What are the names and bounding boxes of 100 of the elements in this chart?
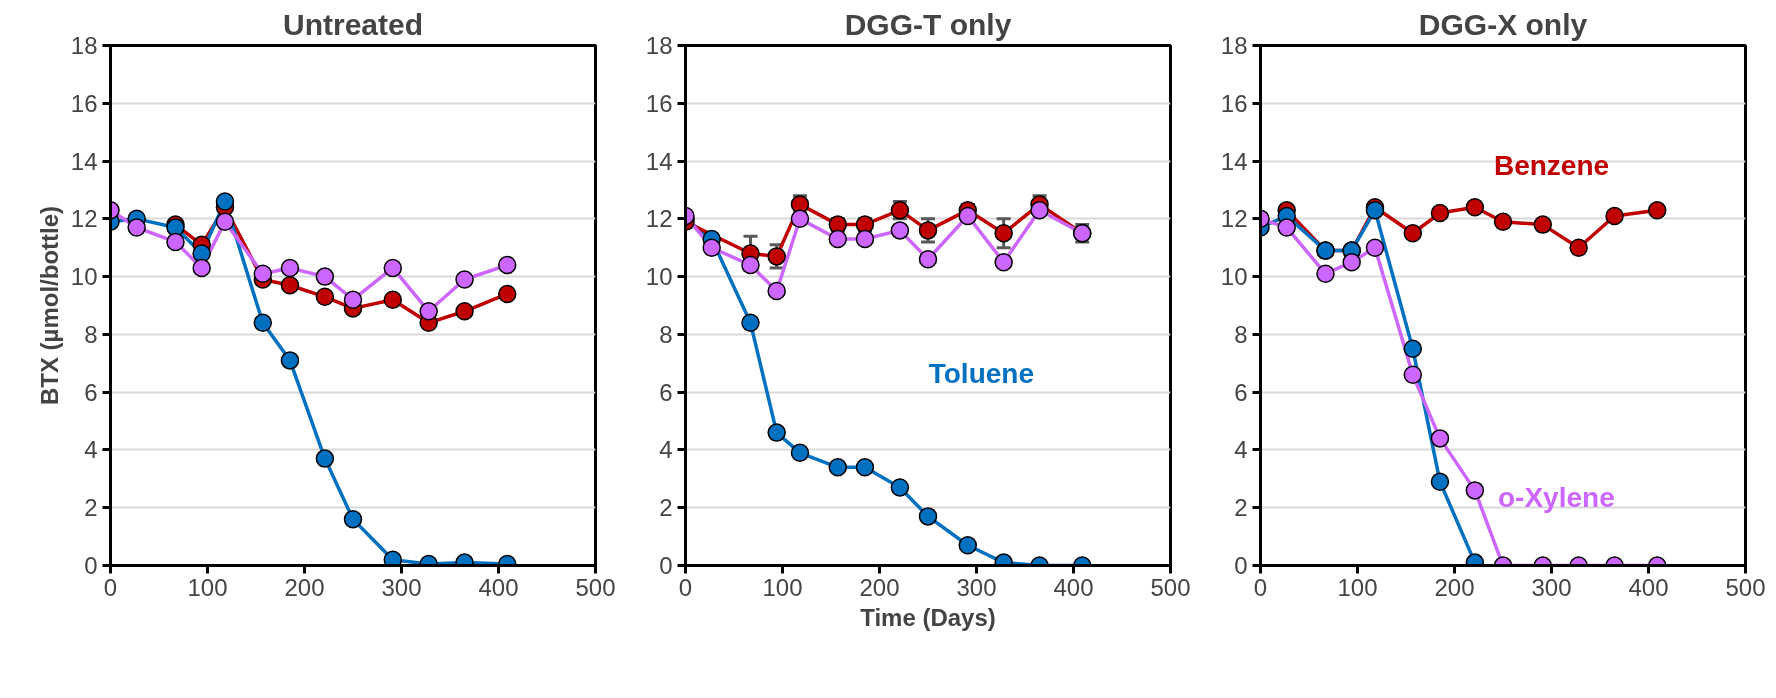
point (1605, 206, 1624, 226)
point (918, 507, 938, 526)
x-tick-label: 300 (381, 573, 422, 601)
point (280, 276, 300, 295)
point (419, 302, 438, 321)
x-tick-label: 200 (859, 573, 900, 601)
y-tick-label: 2 (84, 494, 98, 522)
x-tick-label: 0 (678, 573, 693, 601)
y-tick-label: 0 (1234, 552, 1248, 579)
point (855, 229, 875, 249)
y-tick-label: 16 (1220, 89, 1248, 117)
point (215, 212, 235, 231)
y-tick-label: 18 (70, 32, 98, 59)
point (1342, 252, 1361, 272)
x-tick-label: 500 (575, 573, 616, 601)
x-tick-label: 0 (103, 573, 118, 601)
point (790, 209, 810, 229)
x-tick-label: 400 (1053, 573, 1094, 601)
point (890, 221, 910, 240)
point (994, 252, 1013, 272)
y-tick-label: 12 (1220, 205, 1248, 233)
y-tick-label: 16 (70, 89, 98, 117)
y-tick-label: 0 (84, 552, 98, 579)
point (1647, 200, 1667, 220)
point (918, 250, 938, 269)
point (855, 215, 875, 234)
point (855, 458, 875, 477)
chart-title: Untreated (282, 7, 424, 41)
point (383, 258, 403, 278)
x-tick-label: 200 (284, 573, 325, 601)
y-tick-label: 0 (659, 552, 673, 579)
point (455, 302, 474, 321)
point (1569, 238, 1588, 257)
point (702, 238, 721, 257)
y-tick-label: 14 (1220, 147, 1248, 175)
point (383, 290, 403, 309)
x-tick-label: 100 (762, 573, 803, 601)
text: Toluene (928, 357, 1034, 389)
point (1403, 224, 1423, 243)
x-tick-label: 200 (1434, 573, 1475, 601)
chart-title: DGG-T only (844, 7, 1012, 41)
x-axis-title: Time (Days) (860, 603, 996, 631)
point (1030, 200, 1049, 220)
point (280, 258, 300, 278)
point (1493, 212, 1513, 231)
y-tick-label: 8 (84, 320, 98, 348)
x-tick-label: 300 (956, 573, 997, 601)
point (767, 281, 786, 301)
point (994, 224, 1013, 243)
y-tick-label: 16 (645, 89, 673, 117)
point (127, 218, 146, 237)
point (497, 255, 517, 275)
y-tick-label: 18 (1220, 32, 1248, 59)
y-tick-label: 4 (84, 436, 98, 464)
point (1430, 203, 1450, 223)
point (828, 458, 848, 477)
series-label: Benzene (1493, 149, 1610, 181)
chart-title: DGG-X only (1418, 7, 1588, 41)
point (1365, 238, 1385, 257)
x-tick-label: 0 (1253, 573, 1268, 601)
point (497, 284, 517, 304)
point (343, 290, 363, 309)
y-tick-label: 8 (659, 320, 673, 348)
point (958, 536, 978, 555)
point (1316, 264, 1335, 283)
point (343, 510, 363, 529)
y-tick-label: 12 (70, 205, 98, 233)
point (315, 449, 335, 468)
series-label: o-Xylene (1498, 482, 1615, 514)
y-tick-label: 10 (645, 263, 673, 291)
y-tick-label: 10 (70, 263, 98, 291)
point (958, 206, 978, 226)
y-tick-label: 6 (1234, 378, 1248, 406)
point (767, 247, 786, 266)
point (890, 478, 910, 497)
x-tick-label: 500 (1725, 573, 1766, 601)
point (1465, 198, 1485, 217)
point (315, 267, 335, 286)
point (253, 264, 273, 283)
point (918, 221, 938, 240)
y-tick-label: 10 (1220, 263, 1248, 291)
y-axis-title: BTX (µmol/bottle) (35, 205, 63, 406)
point (280, 351, 300, 370)
y-tick-label: 6 (84, 378, 98, 406)
point (215, 192, 235, 211)
x-tick-label: 500 (1150, 573, 1191, 601)
point (315, 287, 335, 307)
y-tick-label: 14 (70, 147, 98, 175)
y-tick-label: 2 (659, 494, 673, 522)
y-tick-label: 6 (659, 378, 673, 406)
point (1533, 215, 1553, 234)
x-tick-label: 100 (1337, 573, 1378, 601)
point (741, 255, 760, 275)
y-tick-label: 18 (645, 32, 673, 59)
point (253, 313, 273, 333)
point (741, 313, 760, 333)
y-tick-label: 12 (645, 205, 673, 233)
y-tick-label: 14 (645, 147, 673, 175)
x-tick-label: 400 (478, 573, 519, 601)
point (455, 270, 474, 289)
